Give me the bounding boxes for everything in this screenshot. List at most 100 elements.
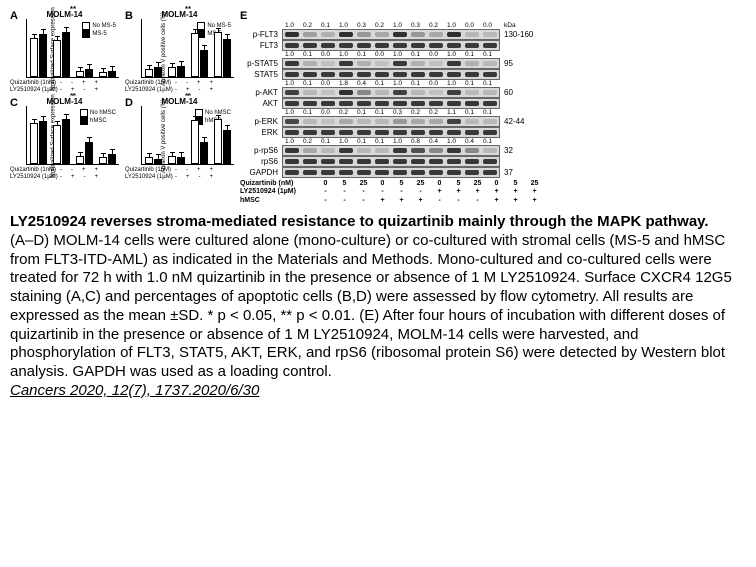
bar-filled xyxy=(85,69,93,77)
band xyxy=(283,157,301,166)
bar-filled xyxy=(62,32,70,77)
protein-name: GAPDH xyxy=(240,169,278,177)
band xyxy=(337,70,355,79)
band xyxy=(373,128,391,137)
band xyxy=(391,157,409,166)
density-row: 1.00.10.01.00.10.01.00.10.01.00.10.1 xyxy=(240,51,544,58)
band xyxy=(481,99,499,108)
blot-strip xyxy=(282,87,500,98)
caption-body: (A–D) MOLM-14 cells were cultured alone … xyxy=(10,232,732,380)
sig-marker: ** xyxy=(142,5,234,14)
band xyxy=(373,146,391,155)
protein-name: STAT5 xyxy=(240,71,278,79)
density-row: 1.00.10.00.20.10.10.30.20.21.10.10.1 xyxy=(240,109,544,116)
legend: No hMSChMSC xyxy=(194,108,232,126)
bar-open xyxy=(145,69,153,77)
band xyxy=(409,30,427,39)
band xyxy=(463,30,481,39)
protein-name: p-FLT3 xyxy=(240,31,278,39)
bar-group xyxy=(30,121,47,164)
bar-open xyxy=(99,72,107,77)
band xyxy=(445,41,463,50)
band xyxy=(427,168,445,177)
band xyxy=(409,157,427,166)
band xyxy=(481,30,499,39)
band xyxy=(301,128,319,137)
panel-column-mid: BMOLM-14Annexin V positive cells (%)No M… xyxy=(125,10,234,180)
band xyxy=(409,70,427,79)
band xyxy=(373,41,391,50)
band xyxy=(373,30,391,39)
band xyxy=(391,128,409,137)
band xyxy=(301,59,319,68)
protein-name: FLT3 xyxy=(240,42,278,50)
bar-group xyxy=(168,66,185,77)
blot-row: p-ERK42-44 xyxy=(240,116,544,127)
band xyxy=(319,117,337,126)
bar-group: ** xyxy=(191,120,208,164)
band xyxy=(445,168,463,177)
band xyxy=(283,146,301,155)
band xyxy=(409,88,427,97)
band xyxy=(445,146,463,155)
band xyxy=(283,41,301,50)
band xyxy=(355,128,373,137)
band xyxy=(427,99,445,108)
band xyxy=(301,168,319,177)
band xyxy=(427,128,445,137)
blot-strip xyxy=(282,156,500,167)
band xyxy=(337,146,355,155)
treatment-table: Quizartinib (1nM)--++LY2510924 (1µM)-+-+ xyxy=(125,167,234,180)
blot-row: p-AKT60 xyxy=(240,87,544,98)
bar-open xyxy=(99,157,107,164)
band xyxy=(409,41,427,50)
band xyxy=(355,70,373,79)
panel-label: D xyxy=(125,97,133,109)
bar-open xyxy=(76,156,84,164)
kda-label: 37 xyxy=(504,168,544,177)
band xyxy=(427,117,445,126)
band xyxy=(463,128,481,137)
band xyxy=(355,117,373,126)
band xyxy=(337,117,355,126)
bar-open xyxy=(191,33,199,77)
band xyxy=(409,59,427,68)
band xyxy=(319,168,337,177)
bar-filled xyxy=(177,157,185,164)
bar-group xyxy=(99,154,116,164)
band xyxy=(481,168,499,177)
bar-group: * xyxy=(53,119,70,164)
band xyxy=(373,99,391,108)
bar-open xyxy=(30,123,38,164)
band xyxy=(391,146,409,155)
bar-open xyxy=(214,119,222,164)
band xyxy=(301,99,319,108)
band xyxy=(463,99,481,108)
sig-marker: * xyxy=(142,92,234,101)
band xyxy=(463,168,481,177)
blot-strip xyxy=(282,29,500,40)
bar-open xyxy=(30,38,38,77)
blot-row: FLT3 xyxy=(240,40,544,51)
blot-row: rpS6 xyxy=(240,156,544,167)
band xyxy=(463,70,481,79)
band xyxy=(409,146,427,155)
band xyxy=(355,88,373,97)
band xyxy=(355,41,373,50)
panel-A: AMOLM-14Normalized Surface expressionNo … xyxy=(10,10,119,93)
band xyxy=(391,30,409,39)
band xyxy=(355,168,373,177)
blot-row: GAPDH 37 xyxy=(240,167,544,178)
band xyxy=(445,30,463,39)
band xyxy=(373,88,391,97)
band xyxy=(427,70,445,79)
band xyxy=(301,70,319,79)
band xyxy=(373,168,391,177)
band xyxy=(319,41,337,50)
bar-open xyxy=(214,32,222,77)
band xyxy=(319,128,337,137)
bar-filled xyxy=(200,142,208,165)
band xyxy=(283,59,301,68)
band xyxy=(463,59,481,68)
figure-panels: AMOLM-14Normalized Surface expressionNo … xyxy=(10,10,746,205)
